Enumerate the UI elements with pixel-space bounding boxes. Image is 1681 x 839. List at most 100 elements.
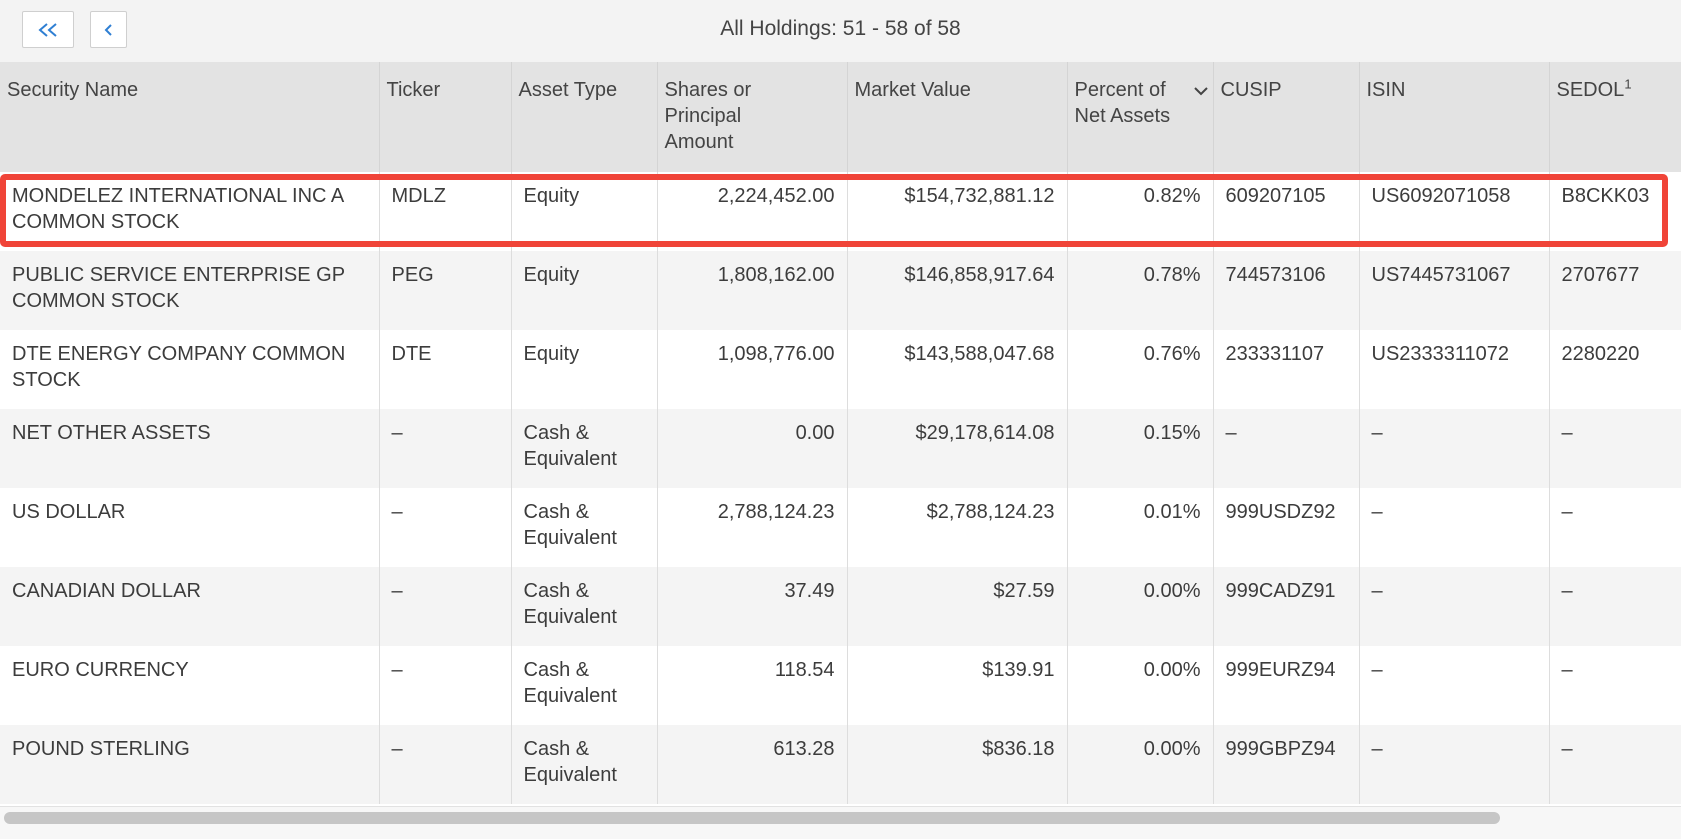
table-row[interactable]: MONDELEZ INTERNATIONAL INC A COMMON STOC… <box>0 172 1681 251</box>
cell-percent: 0.01% <box>1067 488 1214 567</box>
cell-security-name: POUND STERLING <box>0 725 380 804</box>
cell-cusip: 233331107 <box>1213 330 1360 409</box>
table-row[interactable]: EURO CURRENCY – Cash & Equivalent 118.54 $13… <box>0 646 1681 725</box>
cell-asset-type: Cash & Equivalent <box>511 725 658 804</box>
cell-shares: 2,788,124.23 <box>657 488 848 567</box>
table-header-row: Security Name Ticker Asset Type Shares o… <box>0 62 1681 172</box>
cell-security-name: PUBLIC SERVICE ENTERPRISE GP COMMON STOC… <box>0 251 380 330</box>
cell-asset-type: Cash & Equivalent <box>511 409 658 488</box>
chevron-down-icon <box>1193 77 1209 129</box>
header-percent-label: Percent of Net Assets <box>1074 79 1171 127</box>
pagination-bar: All Holdings: 51 - 58 of 58 <box>0 0 1681 62</box>
cell-ticker: MDLZ <box>379 172 512 251</box>
cell-ticker: – <box>379 646 512 725</box>
cell-sedol: – <box>1561 422 1573 444</box>
cell-security-name: CANADIAN DOLLAR <box>0 567 380 646</box>
cell-market-value: $154,732,881.12 <box>847 172 1068 251</box>
table-row[interactable]: US DOLLAR – Cash & Equivalent 2,788,124.23 $… <box>0 488 1681 567</box>
cell-market-value: $143,588,047.68 <box>847 330 1068 409</box>
previous-page-button[interactable] <box>90 11 127 48</box>
holdings-table: Security Name Ticker Asset Type Shares o… <box>0 62 1681 804</box>
cell-ticker: – <box>379 409 512 488</box>
cell-cusip: – <box>1213 409 1360 488</box>
cell-market-value: $2,788,124.23 <box>847 488 1068 567</box>
sedol-footnote-marker[interactable]: 1 <box>1624 76 1632 92</box>
cell-security-name: US DOLLAR <box>0 488 380 567</box>
double-chevron-left-icon <box>37 22 59 38</box>
header-shares[interactable]: Shares or Principal Amount <box>657 62 848 172</box>
cell-shares: 2,224,452.00 <box>657 172 848 251</box>
cell-shares: 0.00 <box>657 409 848 488</box>
first-page-button[interactable] <box>22 11 74 48</box>
cell-isin: – <box>1359 725 1550 804</box>
header-cusip[interactable]: CUSIP <box>1213 62 1360 172</box>
header-market-value[interactable]: Market Value <box>847 62 1068 172</box>
cell-percent: 0.76% <box>1067 330 1214 409</box>
cell-market-value: $27.59 <box>847 567 1068 646</box>
cell-shares: 1,098,776.00 <box>657 330 848 409</box>
cell-cusip: 999USDZ92 <box>1213 488 1360 567</box>
cell-percent: 0.00% <box>1067 567 1214 646</box>
cell-asset-type: Equity <box>511 251 658 330</box>
cell-ticker: – <box>379 567 512 646</box>
horizontal-scrollbar-thumb[interactable] <box>4 812 1500 824</box>
cell-sedol: – <box>1561 580 1573 602</box>
chevron-left-icon <box>104 23 114 37</box>
cell-sedol: 2280220 <box>1561 343 1640 365</box>
cell-percent: 0.78% <box>1067 251 1214 330</box>
header-sedol-label: SEDOL <box>1556 79 1625 101</box>
cell-security-name: MONDELEZ INTERNATIONAL INC A COMMON STOC… <box>0 172 380 251</box>
cell-shares: 1,808,162.00 <box>657 251 848 330</box>
cell-market-value: $139.91 <box>847 646 1068 725</box>
table-row[interactable]: CANADIAN DOLLAR – Cash & Equivalent 37.49 $2… <box>0 567 1681 646</box>
cell-asset-type: Cash & Equivalent <box>511 567 658 646</box>
cell-percent: 0.82% <box>1067 172 1214 251</box>
cell-cusip: 999GBPZ94 <box>1213 725 1360 804</box>
table-row[interactable]: NET OTHER ASSETS – Cash & Equivalent 0.00 $2… <box>0 409 1681 488</box>
cell-shares: 613.28 <box>657 725 848 804</box>
header-sedol[interactable]: SEDOL1 <box>1549 62 1681 172</box>
cell-sedol: – <box>1561 659 1573 681</box>
table-row[interactable]: PUBLIC SERVICE ENTERPRISE GP COMMON STOC… <box>0 251 1681 330</box>
cell-shares: 118.54 <box>657 646 848 725</box>
cell-market-value: $146,858,917.64 <box>847 251 1068 330</box>
holdings-range-label: All Holdings: 51 - 58 of 58 <box>720 17 961 40</box>
cell-sedol: – <box>1561 501 1573 523</box>
cell-isin: – <box>1359 646 1550 725</box>
header-isin[interactable]: ISIN <box>1359 62 1550 172</box>
cell-ticker: PEG <box>379 251 512 330</box>
cell-isin: US6092071058 <box>1359 172 1550 251</box>
cell-ticker: DTE <box>379 330 512 409</box>
header-percent[interactable]: Percent of Net Assets <box>1067 62 1214 172</box>
cell-asset-type: Equity <box>511 172 658 251</box>
cell-sedol: B8CKK03 <box>1561 185 1650 207</box>
cell-shares: 37.49 <box>657 567 848 646</box>
cell-ticker: – <box>379 488 512 567</box>
cell-market-value: $836.18 <box>847 725 1068 804</box>
header-asset-type[interactable]: Asset Type <box>511 62 658 172</box>
cell-isin: – <box>1359 567 1550 646</box>
cell-percent: 0.00% <box>1067 646 1214 725</box>
cell-sedol: 2707677 <box>1561 264 1640 286</box>
cell-isin: – <box>1359 488 1550 567</box>
table-row[interactable]: DTE ENERGY COMPANY COMMON STOCK DTE Equity… <box>0 330 1681 409</box>
cell-percent: 0.15% <box>1067 409 1214 488</box>
cell-isin: US7445731067 <box>1359 251 1550 330</box>
cell-asset-type: Equity <box>511 330 658 409</box>
holdings-table-container[interactable]: Security Name Ticker Asset Type Shares o… <box>0 62 1681 806</box>
cell-security-name: NET OTHER ASSETS <box>0 409 380 488</box>
header-security-name[interactable]: Security Name <box>0 62 380 172</box>
cell-cusip: 744573106 <box>1213 251 1360 330</box>
cell-security-name: EURO CURRENCY <box>0 646 380 725</box>
cell-market-value: $29,178,614.08 <box>847 409 1068 488</box>
cell-cusip: 999CADZ91 <box>1213 567 1360 646</box>
cell-isin: – <box>1359 409 1550 488</box>
cell-ticker: – <box>379 725 512 804</box>
table-row[interactable]: POUND STERLING – Cash & Equivalent 613.28 $8… <box>0 725 1681 804</box>
cell-security-name: DTE ENERGY COMPANY COMMON STOCK <box>0 330 380 409</box>
cell-asset-type: Cash & Equivalent <box>511 488 658 567</box>
cell-asset-type: Cash & Equivalent <box>511 646 658 725</box>
header-ticker[interactable]: Ticker <box>379 62 512 172</box>
cell-percent: 0.00% <box>1067 725 1214 804</box>
